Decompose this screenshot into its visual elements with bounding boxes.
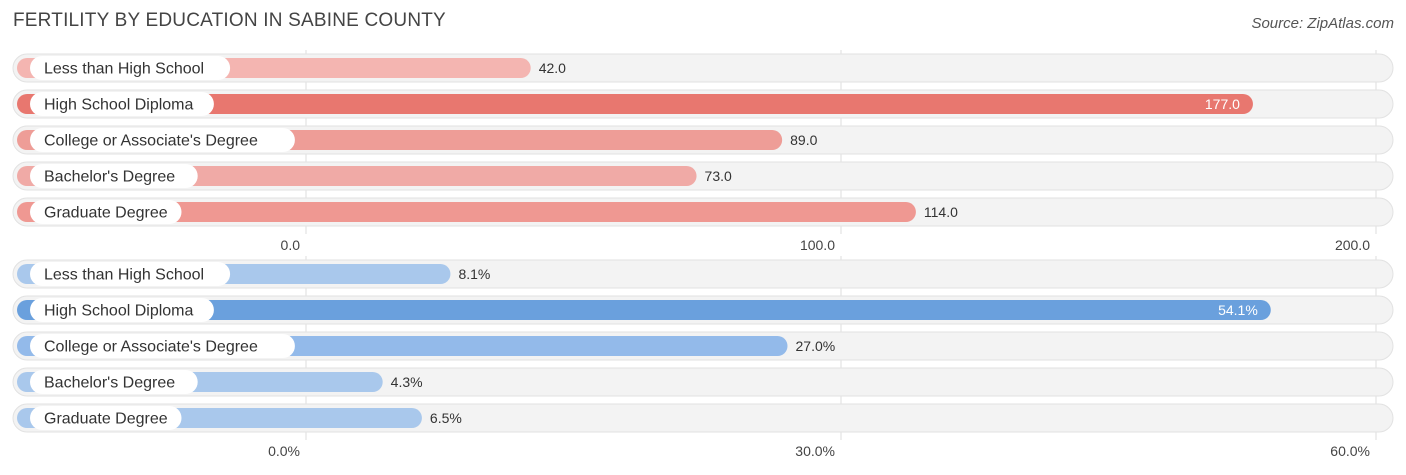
bar xyxy=(17,202,916,222)
category-label: High School Diploma xyxy=(44,303,194,320)
value-label: 8.1% xyxy=(458,266,490,282)
value-label: 73.0 xyxy=(705,168,732,184)
category-label: High School Diploma xyxy=(44,97,194,114)
value-label: 6.5% xyxy=(430,410,462,426)
value-label: 114.0 xyxy=(924,204,958,220)
category-label-pill xyxy=(30,164,198,188)
category-label: Bachelor's Degree xyxy=(44,375,175,392)
value-label: 4.3% xyxy=(391,374,423,390)
bar xyxy=(17,94,1253,114)
category-label: College or Associate's Degree xyxy=(44,339,258,356)
category-label-pill xyxy=(30,128,295,152)
value-label: 177.0 xyxy=(1205,96,1240,112)
category-label-pill xyxy=(30,200,182,224)
tick-label: 60.0% xyxy=(1330,443,1370,459)
source-note: Source: ZipAtlas.com xyxy=(1251,15,1394,32)
tick-label: 0.0 xyxy=(281,237,301,253)
category-label-pill xyxy=(30,298,214,322)
category-label-pill xyxy=(30,370,198,394)
category-label-pill xyxy=(30,56,231,80)
category-label-pill xyxy=(30,406,182,430)
value-label: 89.0 xyxy=(790,132,817,148)
category-label-pill xyxy=(30,334,295,358)
category-label: Graduate Degree xyxy=(44,205,168,222)
tick-label: 30.0% xyxy=(795,443,835,459)
value-label: 27.0% xyxy=(796,338,836,354)
chart-panel-2: Less than High School 8.1% High School Dip… xyxy=(12,256,1394,459)
category-label: College or Associate's Degree xyxy=(44,133,258,150)
category-label: Bachelor's Degree xyxy=(44,169,175,186)
category-label-pill xyxy=(30,92,214,116)
tick-label: 100.0 xyxy=(800,237,835,253)
chart-title: FERTILITY BY EDUCATION IN SABINE COUNTY xyxy=(13,10,446,31)
value-label: 42.0 xyxy=(539,60,566,76)
category-label: Graduate Degree xyxy=(44,411,168,428)
category-label-pill xyxy=(30,262,231,286)
chart-panel-1: Less than High School 42.0 High School Dip… xyxy=(12,50,1394,253)
bar xyxy=(17,300,1271,320)
tick-label: 0.0% xyxy=(268,443,300,459)
value-label: 54.1% xyxy=(1218,302,1258,318)
category-label: Less than High School xyxy=(44,61,204,78)
tick-label: 200.0 xyxy=(1335,237,1370,253)
category-label: Less than High School xyxy=(44,267,204,284)
